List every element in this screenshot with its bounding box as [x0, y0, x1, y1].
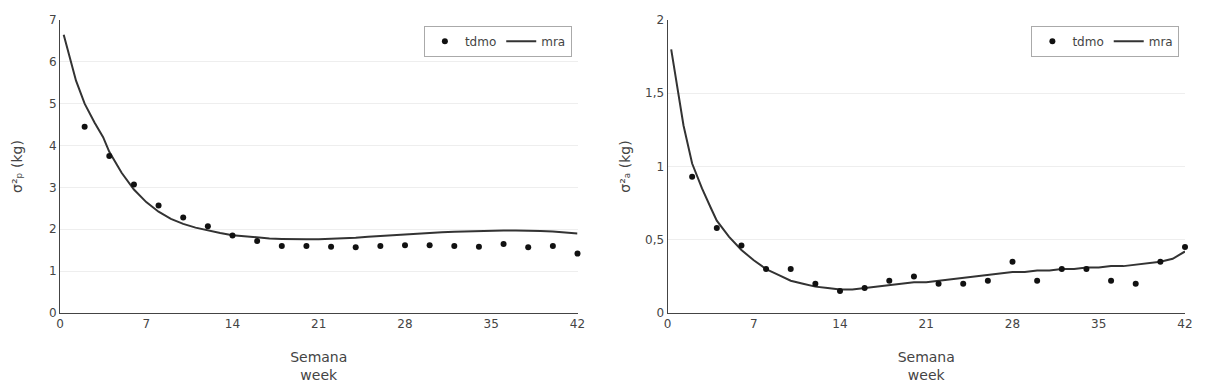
svg-text:σ²ₚ (kg): σ²ₚ (kg): [9, 140, 25, 193]
svg-text:7: 7: [750, 317, 758, 331]
svg-text:14: 14: [832, 317, 847, 331]
svg-text:tdmo: tdmo: [465, 35, 496, 49]
svg-text:14: 14: [225, 317, 240, 331]
svg-text:σ²ₐ (kg): σ²ₐ (kg): [617, 140, 633, 192]
svg-text:5: 5: [49, 97, 57, 111]
svg-text:0: 0: [49, 306, 57, 320]
svg-text:0: 0: [656, 306, 664, 320]
svg-text:28: 28: [1005, 317, 1020, 331]
svg-text:0: 0: [56, 317, 64, 331]
svg-text:2: 2: [49, 222, 57, 236]
svg-text:1,5: 1,5: [645, 86, 664, 100]
svg-text:tdmo: tdmo: [1072, 35, 1103, 49]
svg-text:6: 6: [49, 55, 57, 69]
svg-text:28: 28: [397, 317, 412, 331]
svg-text:mra: mra: [1149, 35, 1173, 49]
svg-text:2: 2: [656, 13, 664, 27]
svg-text:42: 42: [1177, 317, 1192, 331]
svg-text:42: 42: [570, 317, 585, 331]
svg-text:3: 3: [49, 181, 57, 195]
svg-text:21: 21: [311, 317, 326, 331]
svg-text:1: 1: [656, 160, 664, 174]
svg-text:mra: mra: [541, 35, 565, 49]
svg-text:0,5: 0,5: [645, 233, 664, 247]
svg-text:35: 35: [1091, 317, 1106, 331]
svg-text:7: 7: [142, 317, 150, 331]
svg-text:Semanaweek: Semanaweek: [898, 349, 955, 383]
svg-text:7: 7: [49, 13, 57, 27]
svg-text:21: 21: [919, 317, 934, 331]
svg-text:1: 1: [49, 264, 57, 278]
svg-text:Semanaweek: Semanaweek: [290, 349, 347, 383]
svg-text:4: 4: [49, 139, 57, 153]
svg-text:35: 35: [484, 317, 499, 331]
svg-text:0: 0: [664, 317, 672, 331]
